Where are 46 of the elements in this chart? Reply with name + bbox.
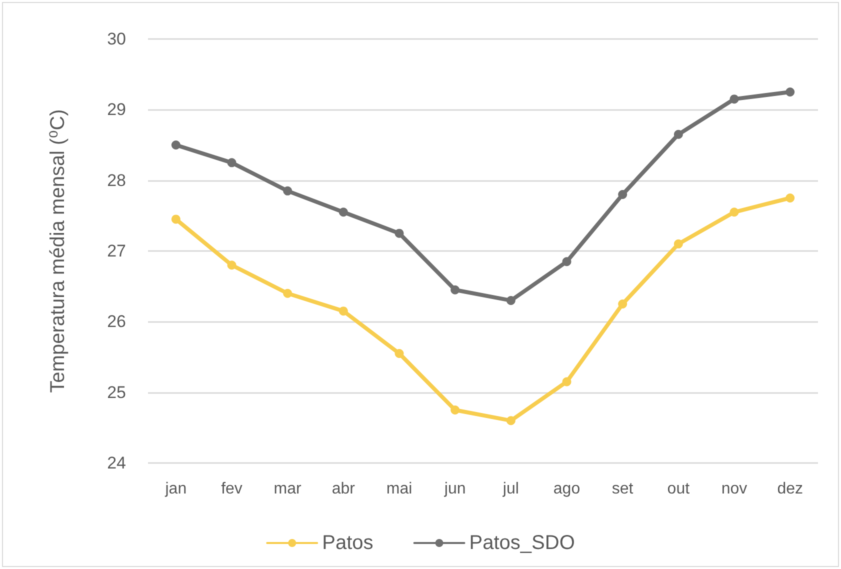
point [618, 190, 628, 199]
point [394, 228, 404, 238]
legend-label: Patos [322, 532, 374, 554]
x-tick-label: jan [164, 480, 187, 498]
point [227, 260, 236, 270]
x-tick-label: nov [721, 480, 748, 498]
x-tick-label: jul [502, 480, 519, 498]
point [227, 158, 236, 168]
point [338, 208, 348, 217]
x-tick-label: abr [332, 480, 356, 498]
point [786, 194, 795, 202]
x-tick-label: out [667, 480, 690, 498]
y-tick-label: 27 [107, 242, 126, 260]
point [171, 214, 180, 224]
y-axis-title: Temperatura média mensal (⁰C) [47, 109, 69, 393]
point [283, 186, 292, 196]
point [562, 257, 572, 266]
point [450, 285, 460, 294]
y-tick-label: 29 [107, 100, 126, 120]
point [674, 239, 683, 248]
point [674, 130, 683, 139]
point [730, 94, 739, 104]
legend-label: Patos_SDO [469, 532, 575, 554]
point [338, 306, 348, 316]
point [562, 377, 572, 386]
x-tick-label: jun [443, 480, 466, 498]
y-tick-label: 24 [107, 454, 126, 472]
point [171, 140, 180, 150]
point [618, 300, 628, 308]
point [786, 88, 795, 96]
y-tick-label: 28 [107, 170, 126, 190]
point [283, 288, 292, 298]
x-tick-label: mai [386, 480, 412, 498]
x-tick-label: set [612, 480, 634, 498]
y-tick-label: 25 [107, 382, 126, 402]
point [450, 406, 460, 414]
y-tick-label: 26 [107, 312, 126, 332]
y-tick-label: 30 [107, 30, 126, 48]
x-tick-label: dez [777, 480, 803, 498]
x-tick-label: fev [221, 480, 242, 498]
point [394, 348, 404, 358]
point [506, 296, 516, 305]
x-tick-label: mar [274, 480, 302, 498]
point [506, 416, 516, 426]
point [730, 208, 739, 217]
x-tick-label: ago [553, 480, 580, 498]
